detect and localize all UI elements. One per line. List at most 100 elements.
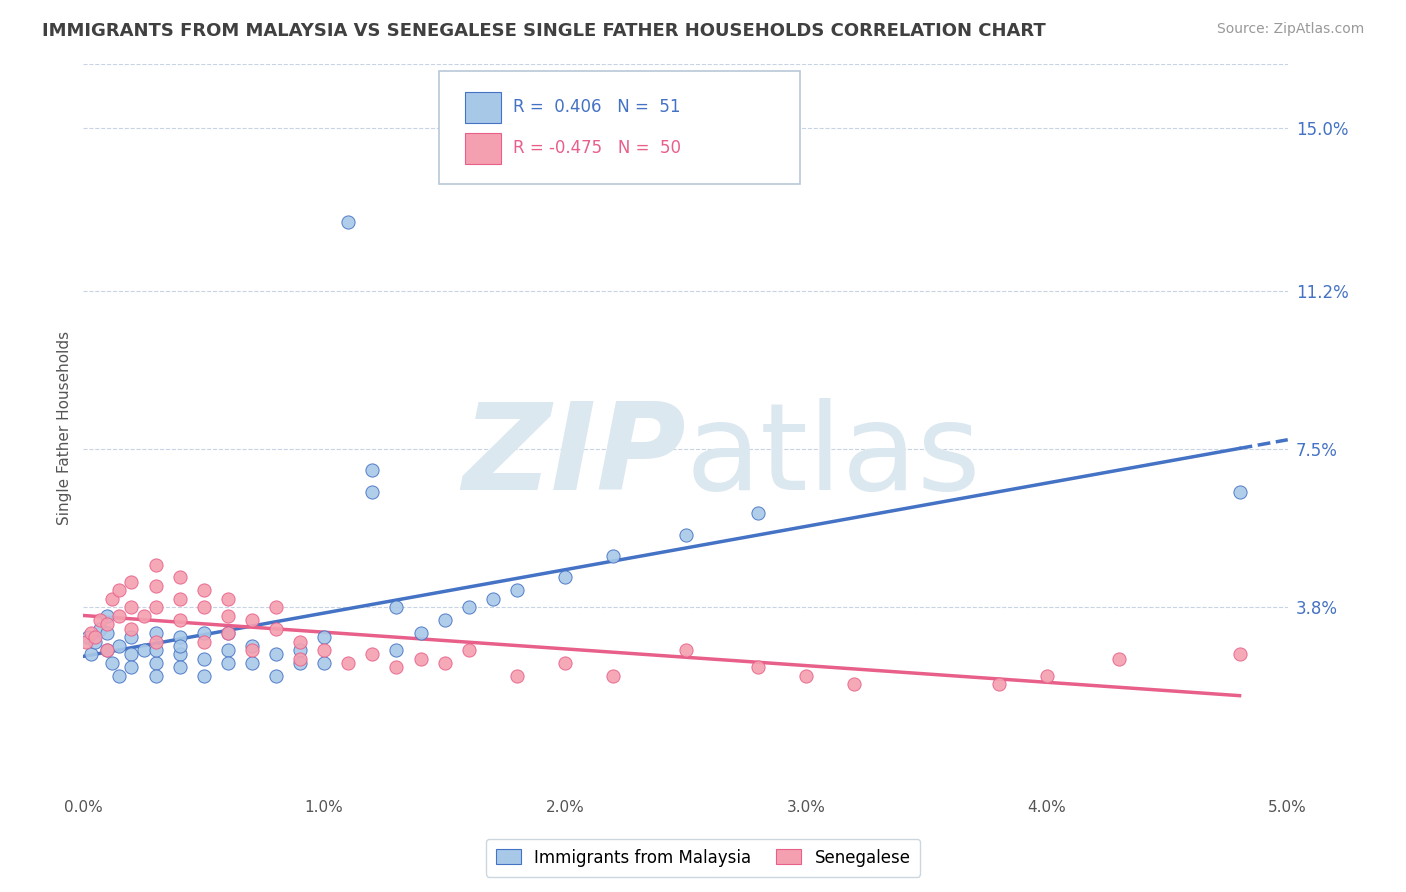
Point	[145, 558, 167, 572]
Point	[121, 660, 143, 674]
Point	[1036, 669, 1059, 683]
Point	[108, 608, 131, 623]
Point	[506, 583, 529, 598]
Point	[747, 506, 769, 520]
Point	[101, 656, 124, 670]
Point	[96, 617, 118, 632]
Point	[554, 656, 576, 670]
Point	[145, 656, 167, 670]
Point	[675, 527, 697, 541]
Point	[314, 630, 336, 644]
Point	[89, 613, 111, 627]
Point	[675, 643, 697, 657]
Point	[121, 648, 143, 662]
Point	[240, 613, 263, 627]
Point	[79, 648, 101, 662]
Point	[169, 648, 191, 662]
Point	[842, 677, 865, 691]
Point	[217, 591, 239, 606]
Point	[169, 613, 191, 627]
Point	[169, 570, 191, 584]
Point	[75, 634, 97, 648]
Point	[288, 651, 311, 665]
Point	[337, 215, 360, 229]
Point	[217, 643, 239, 657]
Point	[506, 669, 529, 683]
Point	[361, 648, 384, 662]
Point	[794, 669, 817, 683]
Point	[747, 660, 769, 674]
Point	[240, 643, 263, 657]
Bar	[465, 93, 501, 123]
Point	[602, 669, 624, 683]
Point	[288, 656, 311, 670]
Point	[240, 656, 263, 670]
Point	[288, 643, 311, 657]
Point	[385, 643, 408, 657]
Point	[121, 630, 143, 644]
Point	[264, 622, 287, 636]
Point	[1229, 484, 1251, 499]
Point	[132, 643, 155, 657]
Point	[79, 626, 101, 640]
Point	[101, 591, 124, 606]
Point	[554, 570, 576, 584]
Point	[169, 660, 191, 674]
Point	[84, 630, 107, 644]
Text: IMMIGRANTS FROM MALAYSIA VS SENEGALESE SINGLE FATHER HOUSEHOLDS CORRELATION CHAR: IMMIGRANTS FROM MALAYSIA VS SENEGALESE S…	[42, 22, 1046, 40]
Point	[433, 656, 456, 670]
Text: ZIP: ZIP	[461, 398, 686, 516]
Point	[361, 484, 384, 499]
Point	[121, 600, 143, 615]
Bar	[465, 133, 501, 163]
Point	[169, 591, 191, 606]
Point	[121, 574, 143, 589]
Point	[385, 660, 408, 674]
FancyBboxPatch shape	[439, 71, 800, 184]
Point	[132, 608, 155, 623]
Point	[409, 651, 432, 665]
Point	[89, 622, 111, 636]
Point	[337, 656, 360, 670]
Point	[193, 634, 215, 648]
Point	[264, 648, 287, 662]
Point	[108, 583, 131, 598]
Point	[314, 643, 336, 657]
Point	[145, 600, 167, 615]
Point	[145, 634, 167, 648]
Point	[240, 639, 263, 653]
Point	[193, 600, 215, 615]
Point	[314, 656, 336, 670]
Text: R =  0.406   N =  51: R = 0.406 N = 51	[513, 98, 681, 116]
Point	[77, 630, 100, 644]
Point	[84, 634, 107, 648]
Point	[1108, 651, 1130, 665]
Point	[361, 463, 384, 477]
Point	[193, 669, 215, 683]
Point	[602, 549, 624, 563]
Point	[457, 600, 479, 615]
Point	[481, 591, 503, 606]
Point	[987, 677, 1010, 691]
Point	[193, 651, 215, 665]
Point	[193, 583, 215, 598]
Legend: Immigrants from Malaysia, Senegalese: Immigrants from Malaysia, Senegalese	[485, 838, 921, 877]
Point	[145, 579, 167, 593]
Point	[145, 669, 167, 683]
Point	[169, 630, 191, 644]
Point	[264, 600, 287, 615]
Point	[288, 634, 311, 648]
Point	[96, 643, 118, 657]
Point	[121, 622, 143, 636]
Text: Source: ZipAtlas.com: Source: ZipAtlas.com	[1216, 22, 1364, 37]
Text: R = -0.475   N =  50: R = -0.475 N = 50	[513, 139, 682, 157]
Point	[96, 626, 118, 640]
Point	[193, 626, 215, 640]
Point	[217, 626, 239, 640]
Point	[145, 626, 167, 640]
Point	[96, 608, 118, 623]
Point	[96, 643, 118, 657]
Point	[385, 600, 408, 615]
Text: atlas: atlas	[686, 398, 981, 516]
Point	[409, 626, 432, 640]
